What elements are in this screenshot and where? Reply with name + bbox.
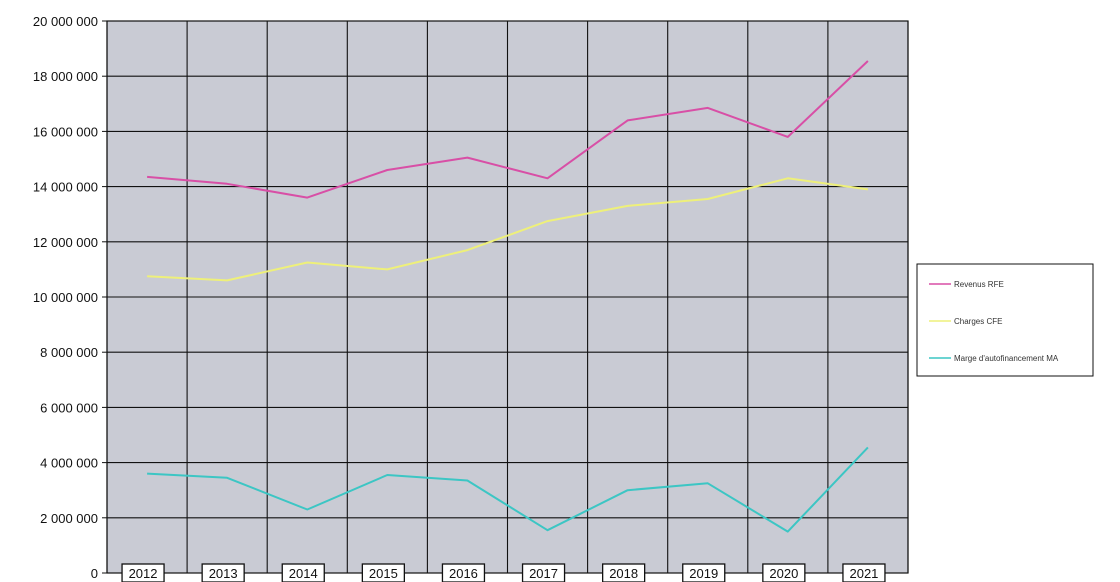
x-tick-box: [441, 563, 486, 582]
y-tick-label: 18 000 000: [33, 69, 98, 84]
y-axis: 0 2 000 000 4 000 000 6 000 000 8 000 000 10 …: [33, 14, 107, 581]
series-line-1: [147, 60, 869, 199]
x-tick-box: [201, 563, 245, 582]
y-tick-label: 14 000 000: [33, 180, 98, 195]
x-tick-box: [682, 563, 726, 582]
x-tick-label: 2012: [129, 566, 158, 581]
series-line-2: [147, 177, 869, 282]
legend: Revenus RFE Charges CFE Marge d'autofinanc…: [916, 263, 1094, 377]
x-axis: 2012 2013 2014 2015 2016 2017 2018 2019 2020 2021: [121, 563, 886, 582]
y-tick-label: 20 000 000: [33, 14, 98, 29]
x-tick-box: [842, 563, 886, 582]
y-tick-label: 8 000 000: [40, 345, 98, 360]
x-tick-label: 2014: [289, 566, 318, 581]
x-tick-box: [121, 563, 165, 582]
y-tick-label: 0: [91, 566, 98, 581]
y-tick-label: 12 000 000: [33, 235, 98, 250]
series-line-3: [147, 446, 869, 533]
legend-label: Charges CFE: [954, 317, 1002, 326]
x-tick-label: 2013: [209, 566, 238, 581]
x-tick-box: [281, 563, 325, 582]
legend-label: Marge d'autofinancement MA: [954, 354, 1059, 363]
y-tick-label: 2 000 000: [40, 511, 98, 526]
x-tick-box: [361, 563, 406, 582]
x-tick-label: 2020: [769, 566, 798, 581]
y-tick-label: 16 000 000: [33, 124, 98, 139]
y-tick-label: 10 000 000: [33, 290, 98, 305]
x-tick-box: [602, 563, 646, 582]
y-tick-label: 6 000 000: [40, 400, 98, 415]
x-tick-label: 2016: [449, 566, 478, 581]
x-tick-label: 2018: [609, 566, 638, 581]
x-tick-label: 2019: [689, 566, 718, 581]
legend-label: Revenus RFE: [954, 280, 1004, 289]
series-lines: [147, 60, 869, 533]
x-tick-box: [521, 563, 566, 582]
y-tick-label: 4 000 000: [40, 456, 98, 471]
x-tick-label: 2015: [369, 566, 398, 581]
x-tick-label: 2017: [529, 566, 558, 581]
x-tick-label: 2021: [849, 566, 878, 581]
x-tick-box: [762, 563, 806, 582]
